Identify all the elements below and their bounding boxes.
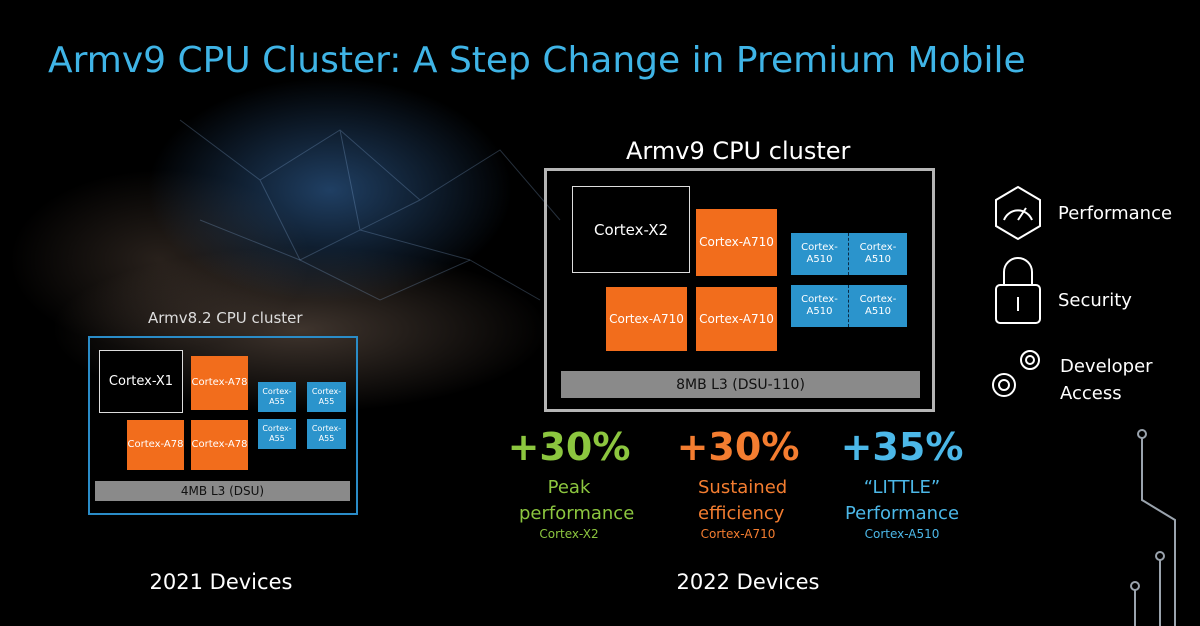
stat-value: +30% <box>507 425 631 469</box>
cluster-frame <box>544 168 935 412</box>
core-block: Cortex-A55 <box>258 419 296 449</box>
stat-value: +30% <box>676 425 800 469</box>
core-block: Cortex-X2 <box>572 186 690 273</box>
footer-label: 2021 Devices <box>149 570 293 594</box>
core-block: Cortex-A78 <box>191 356 248 410</box>
slide-title: Armv9 CPU Cluster: A Step Change in Prem… <box>48 40 1026 81</box>
core-block: Cortex-A510 <box>849 233 907 275</box>
cluster-frame <box>88 336 358 515</box>
core-block: Cortex-A55 <box>307 382 346 412</box>
core-block: Cortex-A510 <box>791 233 849 275</box>
stat: +30% Peak performance Cortex-X2 <box>479 425 659 541</box>
core-block: Cortex-A510 <box>849 285 907 327</box>
core-block: Cortex-A510 <box>791 285 849 327</box>
stat-core: Cortex-A710 <box>700 527 776 542</box>
core-block: Cortex-A55 <box>307 419 346 449</box>
core-block: Cortex-A710 <box>696 287 777 351</box>
core-block: Cortex-A710 <box>696 209 777 276</box>
core-block: Cortex-A78 <box>127 420 184 470</box>
footer-label: 2022 Devices <box>676 570 820 594</box>
core-block: Cortex-X1 <box>99 350 183 413</box>
core-block: Cortex-A55 <box>258 382 296 412</box>
stat-value: +35% <box>840 425 964 469</box>
stat-core: Cortex-A510 <box>864 527 940 542</box>
feature-label: Developer Access <box>1060 356 1153 404</box>
cluster-label: Armv9 CPU cluster <box>626 137 851 165</box>
core-block: Cortex-A710 <box>606 287 687 351</box>
cluster-label: Armv8.2 CPU cluster <box>148 309 303 327</box>
cache-bar: 4MB L3 (DSU) <box>95 481 350 501</box>
stat-caption: Peak performance <box>519 477 635 525</box>
stat-caption: “LITTLE” Performance <box>844 477 960 525</box>
stat-caption: Sustained efficiency <box>698 477 788 525</box>
stat: +35% “LITTLE” Performance Cortex-A510 <box>812 425 992 541</box>
feature-label: Performance <box>1058 203 1173 224</box>
stat-core: Cortex-X2 <box>539 527 599 542</box>
feature-label: Security <box>1058 290 1132 311</box>
stat: +30% Sustained efficiency Cortex-A710 <box>648 425 828 541</box>
cache-bar: 8MB L3 (DSU-110) <box>561 371 920 398</box>
core-block: Cortex-A78 <box>191 420 248 470</box>
